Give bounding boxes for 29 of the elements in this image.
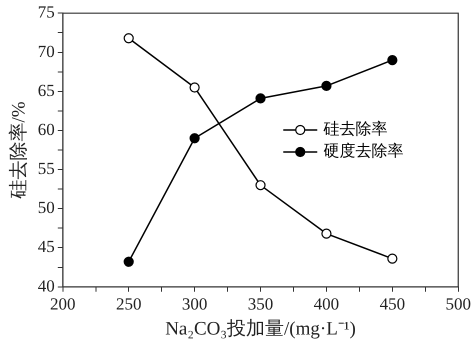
y-tick-label: 50 <box>38 198 55 218</box>
y-axis-title: 硅去除率/% <box>7 101 30 200</box>
x-tick-label: 350 <box>248 294 274 314</box>
x-tick-label: 300 <box>182 294 208 314</box>
y-tick-label: 45 <box>38 237 55 256</box>
y-tick-label: 75 <box>38 2 55 22</box>
x-tick-label: 450 <box>380 294 406 314</box>
point <box>321 80 332 91</box>
x-tick-label: 250 <box>116 294 142 314</box>
legend-label: 硬度去除率 <box>323 142 404 160</box>
x-tick-label: 200 <box>50 294 76 314</box>
y-tick-label: 70 <box>38 42 55 61</box>
point <box>387 254 398 264</box>
y-tick-label: 40 <box>38 276 55 296</box>
point <box>255 93 266 104</box>
point <box>255 180 266 190</box>
x-tick-label: 400 <box>314 294 340 314</box>
x-tick-label: 500 <box>446 294 471 314</box>
point <box>387 55 398 66</box>
point <box>190 82 200 93</box>
point <box>321 228 332 239</box>
y-tick-label: 55 <box>38 159 55 178</box>
point <box>190 133 200 144</box>
point <box>124 256 134 267</box>
point <box>124 33 134 44</box>
y-tick-label: 60 <box>38 120 55 139</box>
legend-label: 硅去除率 <box>322 120 388 138</box>
x-axis-title: Na₂CO₃投加量/(mg·L⁻¹) <box>165 318 356 340</box>
y-tick-label: 65 <box>38 80 55 100</box>
